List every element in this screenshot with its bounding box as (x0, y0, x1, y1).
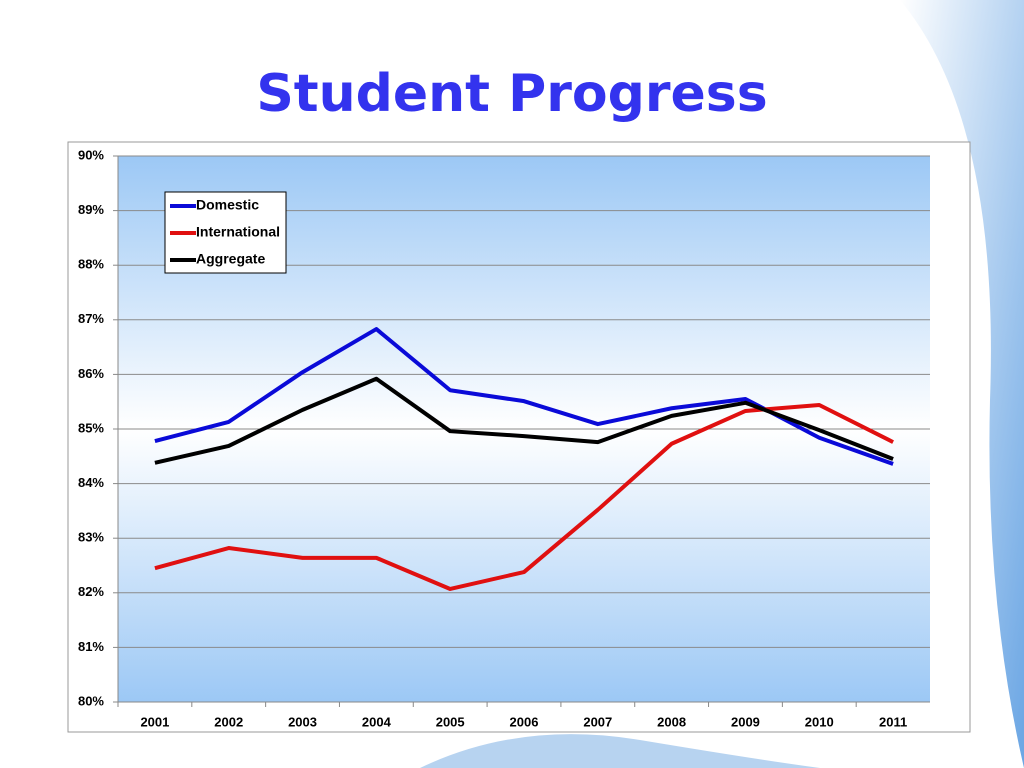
x-tick-label: 2010 (805, 714, 834, 729)
x-tick-label: 2006 (510, 714, 539, 729)
legend-label: Domestic (196, 197, 259, 213)
x-tick-label: 2004 (362, 714, 392, 729)
y-tick-label: 89% (78, 202, 104, 217)
series-line (154, 376, 894, 465)
x-tick-label: 2011 (879, 714, 907, 729)
y-tick-label: 83% (78, 530, 104, 545)
chart-title: Student Progress (256, 64, 767, 124)
y-tick-label: 80% (78, 693, 104, 708)
decoration (900, 0, 1024, 768)
y-tick-label: 85% (78, 420, 104, 435)
y-tick-label: 86% (78, 366, 104, 381)
y-tick-label: 82% (78, 584, 104, 599)
y-tick-label: 84% (78, 475, 104, 490)
y-tick-label: 87% (78, 311, 104, 326)
y-tick-label: 81% (78, 639, 104, 654)
x-tick-label: 2002 (214, 714, 243, 729)
legend-label: International (196, 224, 280, 240)
x-tick-label: 2008 (657, 714, 686, 729)
x-tick-label: 2003 (288, 714, 317, 729)
legend-label: Aggregate (196, 251, 265, 267)
x-tick-label: 2009 (731, 714, 760, 729)
x-tick-label: 2005 (436, 714, 465, 729)
y-tick-label: 90% (78, 147, 104, 162)
x-tick-label: 2001 (140, 714, 169, 729)
decoration (420, 734, 820, 768)
x-tick-label: 2007 (583, 714, 612, 729)
series-line (154, 402, 894, 591)
y-tick-label: 88% (78, 257, 104, 272)
